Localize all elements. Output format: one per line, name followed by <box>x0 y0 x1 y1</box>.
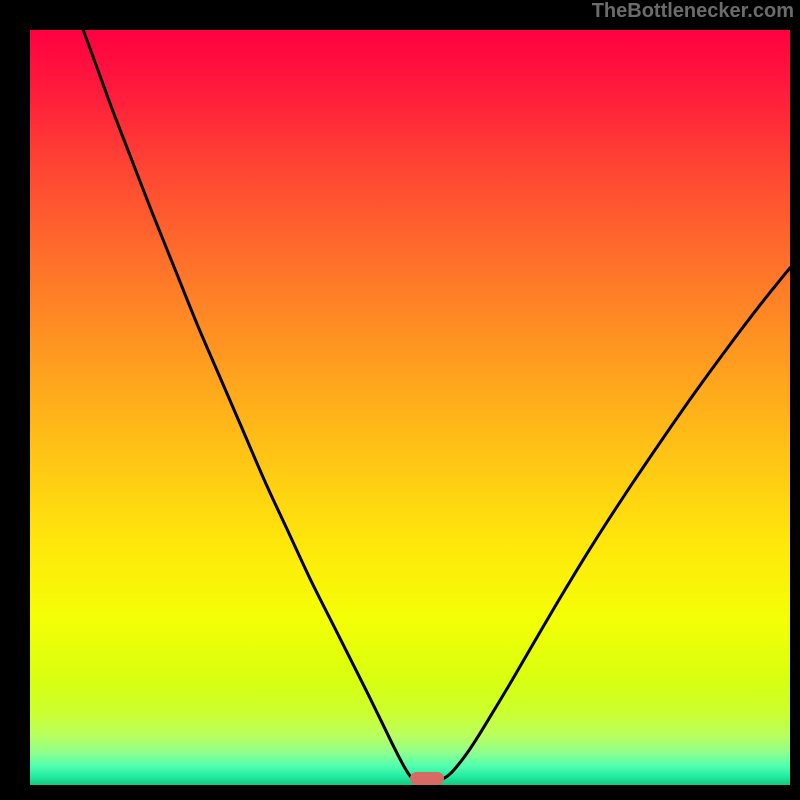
chart-container: TheBottlenecker.com <box>0 0 800 800</box>
watermark-text: TheBottlenecker.com <box>592 0 794 23</box>
plot-area <box>30 30 790 785</box>
bottleneck-curve <box>30 30 790 785</box>
optimum-marker <box>410 772 444 785</box>
